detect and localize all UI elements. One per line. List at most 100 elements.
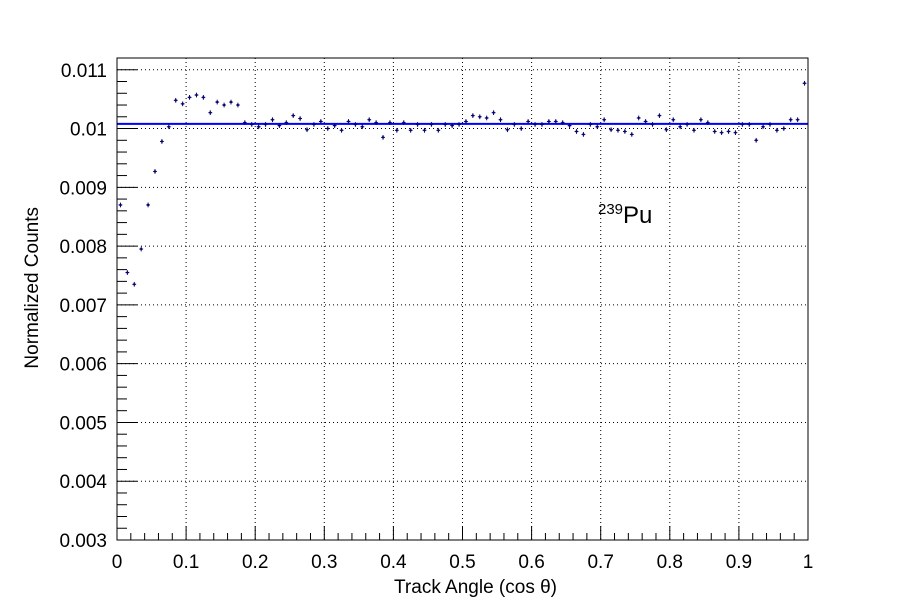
point-marker bbox=[174, 99, 177, 102]
data-point bbox=[353, 122, 358, 127]
point-marker bbox=[782, 127, 786, 130]
point-marker bbox=[450, 124, 454, 127]
data-point bbox=[360, 124, 365, 130]
point-marker bbox=[195, 93, 198, 97]
data-point bbox=[657, 113, 662, 118]
data-point bbox=[394, 127, 399, 133]
point-marker bbox=[153, 170, 157, 173]
point-marker bbox=[181, 102, 184, 106]
data-point bbox=[291, 113, 296, 118]
point-marker bbox=[444, 123, 447, 126]
point-marker bbox=[457, 123, 461, 126]
data-point bbox=[325, 126, 330, 131]
data-point bbox=[249, 122, 254, 127]
point-marker bbox=[437, 129, 440, 132]
point-marker bbox=[139, 247, 143, 251]
data-point bbox=[236, 102, 240, 108]
point-marker bbox=[347, 120, 350, 123]
point-marker bbox=[754, 139, 758, 142]
y-tick-label: 0.007 bbox=[59, 296, 107, 317]
point-marker bbox=[388, 121, 392, 124]
y-tick-label: 0.003 bbox=[59, 531, 107, 552]
data-point bbox=[560, 120, 565, 126]
data-point bbox=[332, 123, 337, 128]
y-tick-label: 0.01 bbox=[70, 120, 107, 141]
point-marker bbox=[374, 121, 378, 124]
x-tick-label: 0.5 bbox=[449, 552, 475, 573]
data-point bbox=[574, 129, 579, 134]
data-point bbox=[146, 202, 150, 208]
point-marker bbox=[188, 96, 191, 99]
point-marker bbox=[381, 136, 385, 139]
data-point bbox=[553, 119, 558, 124]
data-point bbox=[588, 122, 593, 127]
point-marker bbox=[471, 114, 475, 117]
isotope-symbol: Pu bbox=[623, 202, 652, 229]
data-point bbox=[795, 117, 800, 123]
data-point bbox=[166, 124, 171, 130]
point-marker bbox=[312, 123, 316, 126]
data-point bbox=[367, 117, 372, 123]
data-point bbox=[298, 116, 303, 121]
data-point bbox=[678, 124, 683, 130]
data-point bbox=[436, 127, 441, 133]
point-marker bbox=[554, 120, 557, 123]
data-point bbox=[139, 246, 144, 252]
point-marker bbox=[271, 118, 274, 121]
data-point bbox=[643, 119, 648, 124]
point-marker bbox=[741, 123, 744, 126]
point-marker bbox=[340, 129, 343, 132]
data-point bbox=[567, 123, 572, 128]
data-point bbox=[429, 122, 434, 127]
data-point bbox=[160, 139, 164, 144]
point-marker bbox=[409, 129, 412, 132]
data-point bbox=[464, 119, 468, 124]
point-marker bbox=[368, 118, 371, 121]
point-marker bbox=[298, 117, 302, 120]
point-marker bbox=[685, 123, 689, 126]
point-marker bbox=[540, 123, 544, 126]
x-axis-label: Track Angle (cos θ) bbox=[394, 577, 557, 598]
data-point bbox=[622, 129, 627, 134]
data-point bbox=[595, 124, 600, 130]
data-point bbox=[602, 117, 607, 123]
data-point bbox=[270, 117, 275, 123]
point-marker bbox=[333, 124, 336, 127]
grid-lines bbox=[117, 58, 808, 540]
data-point bbox=[339, 127, 344, 133]
point-marker bbox=[651, 123, 654, 126]
data-point bbox=[457, 122, 461, 127]
point-marker bbox=[748, 123, 751, 126]
point-marker bbox=[803, 82, 806, 85]
data-point bbox=[242, 120, 247, 126]
point-marker bbox=[423, 129, 426, 132]
x-tick-label: 0 bbox=[112, 552, 123, 573]
point-marker bbox=[761, 125, 765, 128]
point-marker bbox=[243, 121, 247, 124]
point-marker bbox=[278, 124, 281, 127]
point-marker bbox=[506, 128, 509, 131]
point-marker bbox=[727, 130, 730, 133]
point-marker bbox=[499, 118, 502, 121]
y-tick-label: 0.011 bbox=[61, 61, 107, 82]
point-marker bbox=[209, 111, 212, 114]
data-point bbox=[256, 124, 261, 130]
data-point bbox=[215, 99, 220, 105]
point-marker bbox=[637, 116, 640, 120]
y-tick-label: 0.006 bbox=[59, 355, 107, 376]
data-point bbox=[450, 123, 455, 128]
x-tick-label: 0.9 bbox=[726, 552, 752, 573]
point-marker bbox=[672, 118, 675, 121]
point-marker bbox=[416, 123, 419, 126]
data-point bbox=[346, 119, 351, 124]
data-point bbox=[712, 129, 717, 134]
data-point bbox=[781, 126, 786, 131]
x-axis-ticks: 0 0.1 0.2 0.3 0.4 0.5 0.6 0.7 0.8 0.9 1 bbox=[112, 526, 813, 573]
data-point bbox=[754, 137, 759, 143]
data-point bbox=[263, 122, 268, 127]
data-point bbox=[540, 122, 544, 127]
data-point bbox=[498, 117, 503, 123]
data-point bbox=[519, 126, 524, 131]
data-point bbox=[388, 120, 392, 126]
data-point bbox=[381, 135, 385, 140]
